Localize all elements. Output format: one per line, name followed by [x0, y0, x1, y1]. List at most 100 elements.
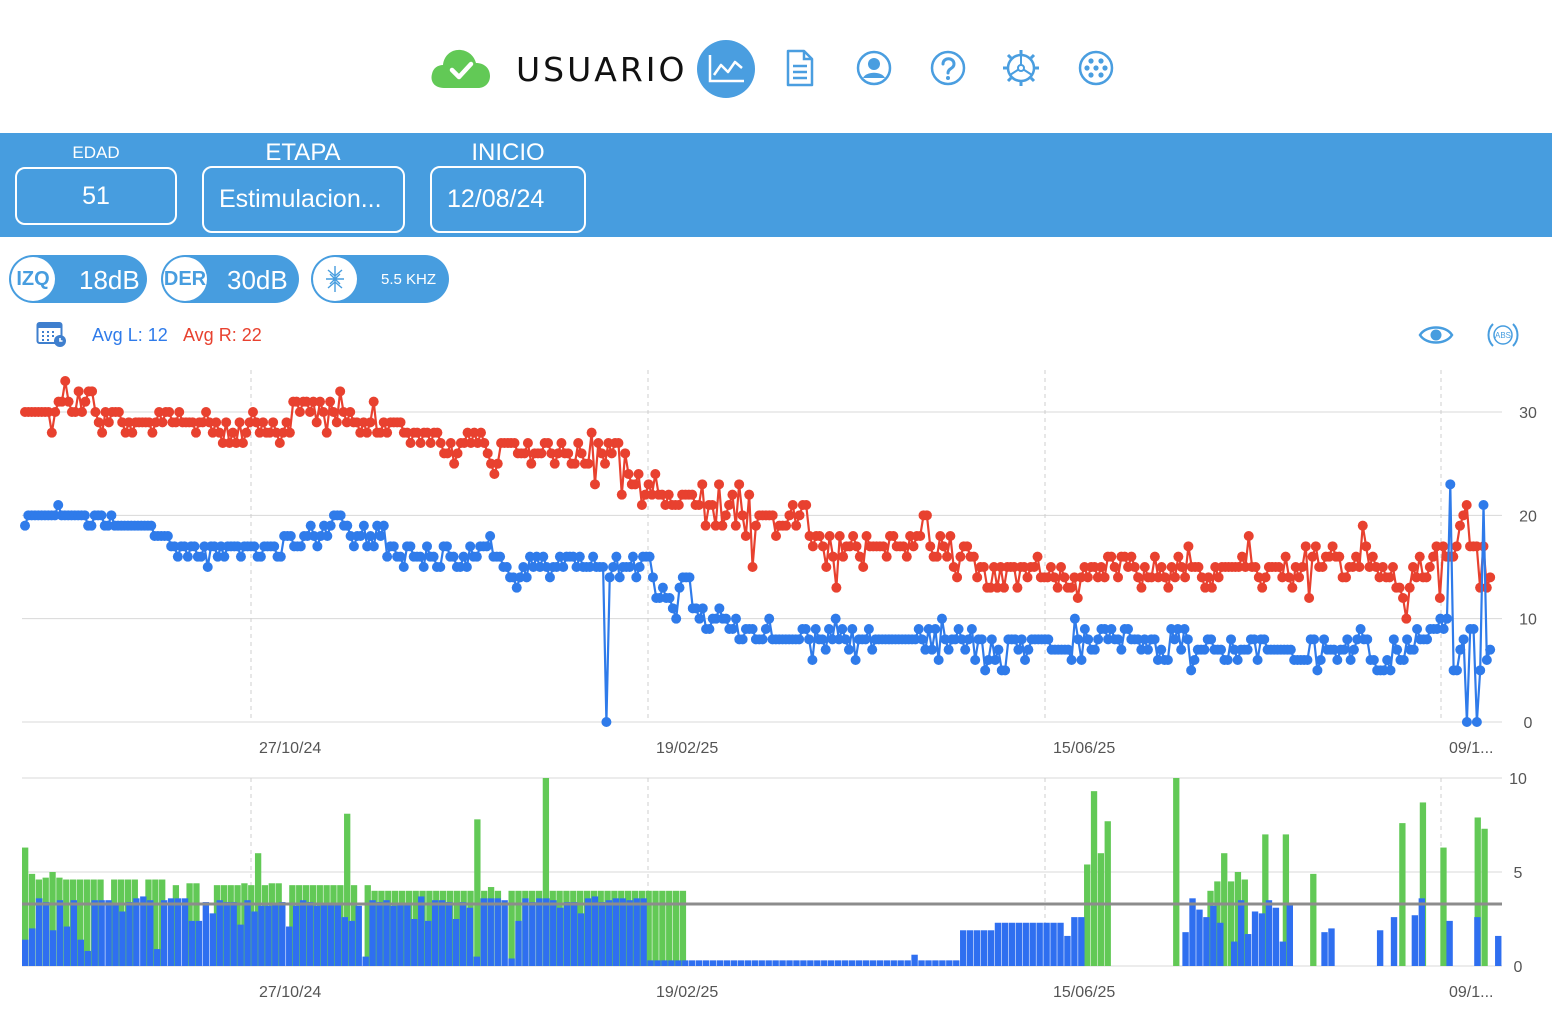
bar-blue — [876, 960, 884, 966]
data-point-right — [452, 448, 463, 459]
etapa-field[interactable]: Estimulacion... — [202, 166, 405, 233]
data-point-left — [395, 551, 406, 562]
data-point-left — [1475, 665, 1486, 676]
inicio-field[interactable]: 12/08/24 — [430, 166, 586, 233]
data-point-left — [481, 541, 492, 552]
bar-blue — [911, 954, 918, 966]
data-point-right — [861, 531, 872, 541]
bar-blue — [1279, 941, 1287, 966]
bar-blue — [147, 900, 154, 966]
data-point-left — [684, 572, 695, 583]
data-point-right — [955, 551, 966, 562]
data-point-left — [202, 562, 213, 572]
bar-blue — [612, 898, 620, 966]
document-icon[interactable] — [776, 44, 824, 92]
bar-blue — [154, 949, 161, 966]
edad-field[interactable]: 51 — [15, 167, 177, 225]
data-point-left — [1242, 644, 1253, 655]
bar-blue — [1446, 920, 1453, 966]
data-point-right — [46, 427, 57, 438]
data-point-left — [485, 531, 496, 541]
data-point-right — [643, 479, 654, 490]
data-point-left — [1106, 624, 1117, 634]
data-point-right — [311, 417, 322, 428]
calendar-icon[interactable] — [36, 320, 68, 348]
bar-blue — [418, 896, 425, 966]
apps-icon[interactable] — [1072, 44, 1120, 92]
data-point-left — [182, 551, 193, 562]
data-point-right — [1206, 582, 1217, 593]
user-profile-icon[interactable] — [850, 44, 898, 92]
data-point-left — [1186, 665, 1197, 676]
bar-blue — [98, 900, 105, 966]
data-point-left — [388, 541, 399, 552]
help-icon[interactable] — [924, 44, 972, 92]
data-point-left — [1285, 644, 1296, 655]
bar-green — [1399, 823, 1406, 966]
eye-icon[interactable] — [1418, 322, 1454, 348]
data-point-right — [1099, 572, 1110, 583]
data-point-right — [817, 541, 828, 552]
bar-blue — [918, 960, 925, 966]
usage-bar-chart[interactable]: 0 5 10 27/10/24 19/02/25 15/06/25 09/1... — [0, 768, 1552, 1008]
data-point-right — [1351, 551, 1362, 562]
data-point-right — [898, 541, 909, 552]
bar-blue — [702, 960, 710, 966]
bar-blue — [1008, 922, 1016, 966]
data-point-left — [601, 717, 612, 727]
bar-blue — [202, 902, 210, 966]
bar-blue — [654, 960, 661, 966]
data-point-right — [821, 562, 832, 572]
data-point-left — [1156, 644, 1167, 655]
edad-label: EDAD — [72, 143, 120, 162]
data-point-right — [945, 531, 956, 541]
bar-green — [1097, 853, 1105, 966]
bar-blue — [786, 960, 793, 966]
bar-blue — [1418, 898, 1426, 966]
data-point-right — [1113, 572, 1124, 583]
bar-blue — [883, 960, 890, 966]
data-point-left — [1149, 634, 1160, 645]
average-right: Avg R: 22 — [183, 325, 262, 345]
data-point-right — [1283, 572, 1294, 583]
bar-blue — [105, 900, 112, 966]
data-point-right — [921, 510, 932, 521]
data-point-left — [863, 624, 874, 634]
data-point-left — [1468, 624, 1479, 634]
data-point-left — [980, 665, 991, 676]
abs-icon[interactable]: ABS — [1485, 320, 1521, 350]
bar-blue — [306, 902, 314, 966]
threshold-line-chart[interactable]: 0 10 20 30 27/10/24 19/02/25 15/06/25 09/1... — [0, 360, 1552, 770]
left-ear-threshold-pill[interactable]: IZQ 18dB — [9, 255, 147, 303]
chart-icon[interactable] — [697, 40, 755, 98]
bar-blue — [1321, 932, 1328, 966]
bar-blue — [890, 960, 897, 966]
y-tick-label: 0 — [1514, 959, 1523, 976]
data-point-right — [717, 520, 728, 531]
data-point-left — [428, 551, 439, 562]
bar-blue — [695, 960, 703, 966]
data-point-right — [801, 500, 812, 510]
data-point-right — [908, 541, 919, 552]
data-point-right — [1049, 572, 1060, 583]
data-point-right — [948, 562, 959, 572]
data-point-right — [831, 582, 842, 593]
data-point-right — [1304, 593, 1315, 603]
settings-icon[interactable] — [997, 44, 1045, 92]
bar-blue — [473, 956, 481, 966]
data-point-right — [1280, 551, 1291, 562]
bar-blue — [1231, 941, 1238, 966]
bar-blue — [1251, 911, 1259, 966]
right-ear-threshold-pill[interactable]: DER 30dB — [161, 255, 299, 303]
bar-blue — [605, 900, 613, 966]
frequency-pill[interactable]: 5.5 KHZ — [311, 255, 449, 303]
bar-blue — [369, 900, 376, 966]
bar-blue — [563, 902, 571, 966]
data-point-right — [794, 510, 805, 521]
data-point-left — [305, 520, 316, 531]
bar-blue — [1272, 907, 1280, 966]
bar-blue — [355, 905, 362, 966]
data-point-right — [1384, 572, 1395, 583]
data-point-left — [20, 520, 30, 531]
data-point-left — [1000, 665, 1011, 676]
